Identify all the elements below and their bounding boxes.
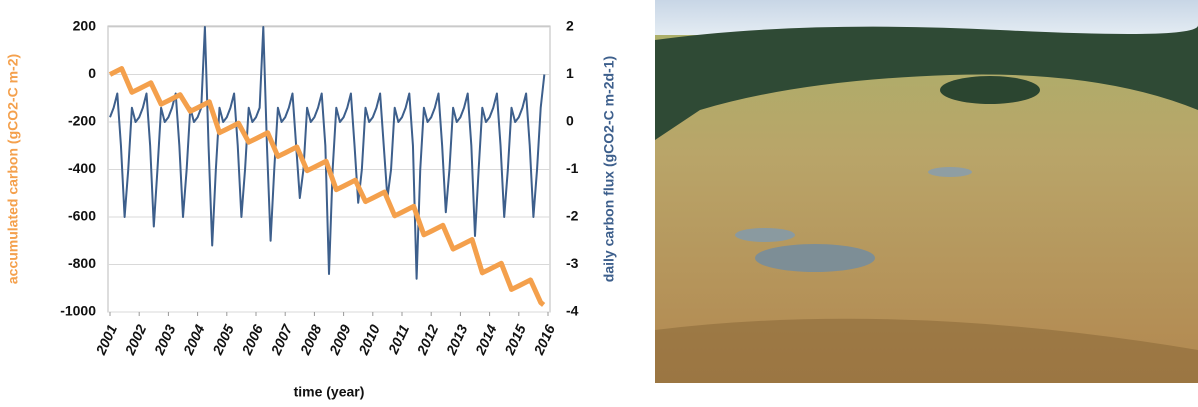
x-tick-label: 2003 <box>150 322 178 358</box>
x-tick-label: 2005 <box>209 322 237 358</box>
y-tick-label: -1000 <box>60 303 96 319</box>
x-tick-label: 2011 <box>384 322 412 357</box>
y-tick-label: 0 <box>88 65 96 81</box>
page: accumulated carbon (gCO2-C m-2) daily ca… <box>0 0 1198 407</box>
x-tick-label: 2009 <box>326 322 354 358</box>
x-tick-label: 2004 <box>180 322 208 358</box>
photo <box>655 0 1198 383</box>
y2-tick-label: -2 <box>566 208 579 224</box>
x-tick-label: 2015 <box>501 322 529 358</box>
y2-tick-label: -1 <box>566 160 579 176</box>
x-tick-label: 2016 <box>530 322 558 358</box>
y2-tick-label: 2 <box>566 18 574 34</box>
y-axis-title: accumulated carbon (gCO2-C m-2) <box>5 54 21 284</box>
y2-tick-label: 0 <box>566 113 574 129</box>
x-tick-label: 2002 <box>121 322 149 358</box>
y-tick-label: -800 <box>68 255 96 271</box>
x-tick-label: 2001 <box>92 322 120 358</box>
x-tick-label: 2007 <box>267 321 296 358</box>
x-tick-label: 2014 <box>472 322 500 358</box>
figure: accumulated carbon (gCO2-C m-2) daily ca… <box>0 0 1198 407</box>
x-axis-title: time (year) <box>294 384 365 400</box>
y-tick-label: -200 <box>68 113 96 129</box>
y2-tick-label: -3 <box>566 255 579 271</box>
x-tick-label: 2013 <box>442 322 470 358</box>
y2-tick-label: 1 <box>566 65 574 81</box>
y2-tick-label: -4 <box>566 303 579 319</box>
y2-axis-title: daily carbon flux (gCO2-C m-2d-1) <box>601 56 617 282</box>
y-tick-label: -600 <box>68 208 96 224</box>
x-tick-label: 2006 <box>238 322 266 358</box>
series-line <box>110 27 544 279</box>
x-tick-label: 2010 <box>355 322 383 358</box>
y-tick-label: 200 <box>73 18 97 34</box>
y-tick-label: -400 <box>68 160 96 176</box>
x-tick-label: 2012 <box>413 322 441 358</box>
x-tick-label: 2008 <box>296 322 324 358</box>
